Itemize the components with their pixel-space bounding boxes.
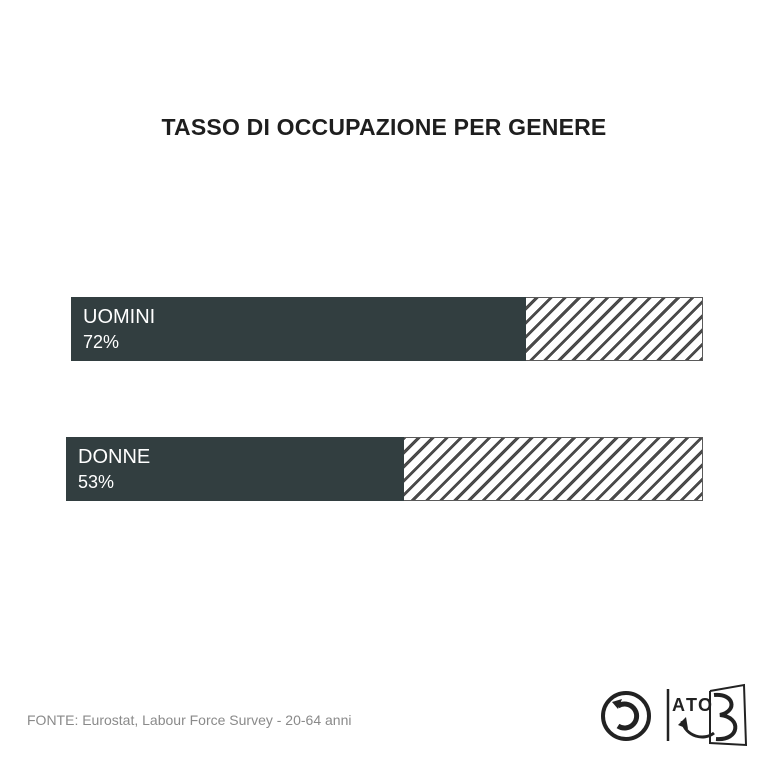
bar-value-uomini: 72% [83, 332, 120, 352]
svg-text:O: O [698, 695, 712, 715]
bar-value-donne: 53% [78, 472, 115, 492]
copyleft-logo [601, 691, 651, 741]
svg-text:A: A [672, 695, 685, 715]
svg-text:T: T [686, 695, 697, 715]
lato-b-logo: A T O [666, 683, 748, 747]
bar-track-donne: DONNE 53% [66, 437, 703, 501]
bar-label-donne: DONNE [78, 446, 151, 468]
bar-donne [66, 437, 404, 501]
bar-uomini [71, 297, 527, 361]
bar-track-uomini: UOMINI 72% [71, 297, 703, 361]
bar-label-uomini: UOMINI [83, 306, 156, 328]
source-note: FONTE: Eurostat, Labour Force Survey - 2… [27, 712, 352, 728]
chart-title: TASSO DI OCCUPAZIONE PER GENERE [161, 114, 607, 140]
